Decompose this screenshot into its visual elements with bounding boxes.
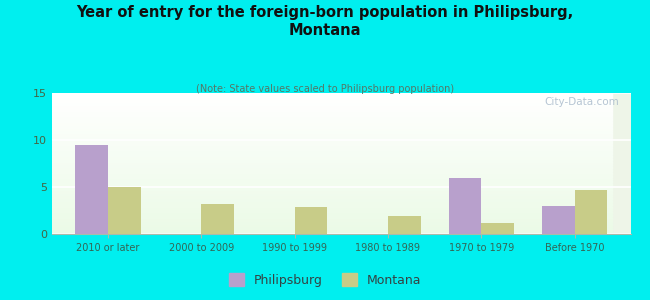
Bar [542,206,575,234]
Bar [52,152,612,155]
Bar [75,145,108,234]
Bar [294,207,327,234]
Bar [108,187,140,234]
Bar [52,192,612,194]
Bar [52,203,612,206]
Bar [52,200,612,203]
Bar [52,124,612,127]
Bar [52,101,612,104]
Bar [448,178,481,234]
Bar [52,127,612,130]
Bar [52,214,612,217]
Bar [52,197,612,200]
Bar [52,135,612,138]
Bar [52,113,612,116]
Bar [52,118,612,121]
Bar [52,223,612,226]
Legend: Philipsburg, Montana: Philipsburg, Montana [225,270,425,291]
Bar [52,169,612,172]
Bar [52,116,612,118]
Bar [52,158,612,161]
Bar [52,172,612,175]
Bar [52,110,612,113]
Bar [52,217,612,220]
Bar [202,204,234,234]
Bar [52,226,612,228]
Bar [52,138,612,141]
Bar [52,220,612,223]
Bar [52,161,612,164]
Bar [52,212,612,214]
Bar [52,231,612,234]
Bar [575,190,607,234]
Bar [52,189,612,192]
Bar [52,99,612,101]
Bar [52,141,612,144]
Text: City-Data.com: City-Data.com [544,97,619,107]
Bar [52,208,612,211]
Bar [52,155,612,158]
Bar [75,145,108,234]
Bar [448,178,481,234]
Bar [52,147,612,149]
Bar [52,228,612,231]
Text: Year of entry for the foreign-born population in Philipsburg,
Montana: Year of entry for the foreign-born popul… [77,4,573,38]
Bar [52,175,612,178]
Bar [52,186,612,189]
Bar [52,194,612,197]
Bar [52,149,612,152]
Bar [294,207,327,234]
Bar [575,190,607,234]
Bar [481,223,514,234]
Bar [52,144,612,147]
Bar [202,204,234,234]
Bar [52,96,612,99]
Bar [542,206,575,234]
Bar [52,121,612,124]
Bar [52,178,612,180]
Bar [52,164,612,166]
Text: (Note: State values scaled to Philipsburg population): (Note: State values scaled to Philipsbur… [196,84,454,94]
Bar [108,187,140,234]
Bar [52,206,612,208]
Bar [52,166,612,169]
Bar [481,223,514,234]
Bar [388,216,421,234]
Bar [52,107,612,110]
Bar [52,133,612,135]
Bar [52,93,612,96]
Bar [52,180,612,183]
Bar [388,216,421,234]
Bar [52,183,612,186]
Bar [52,130,612,133]
Bar [52,104,612,107]
